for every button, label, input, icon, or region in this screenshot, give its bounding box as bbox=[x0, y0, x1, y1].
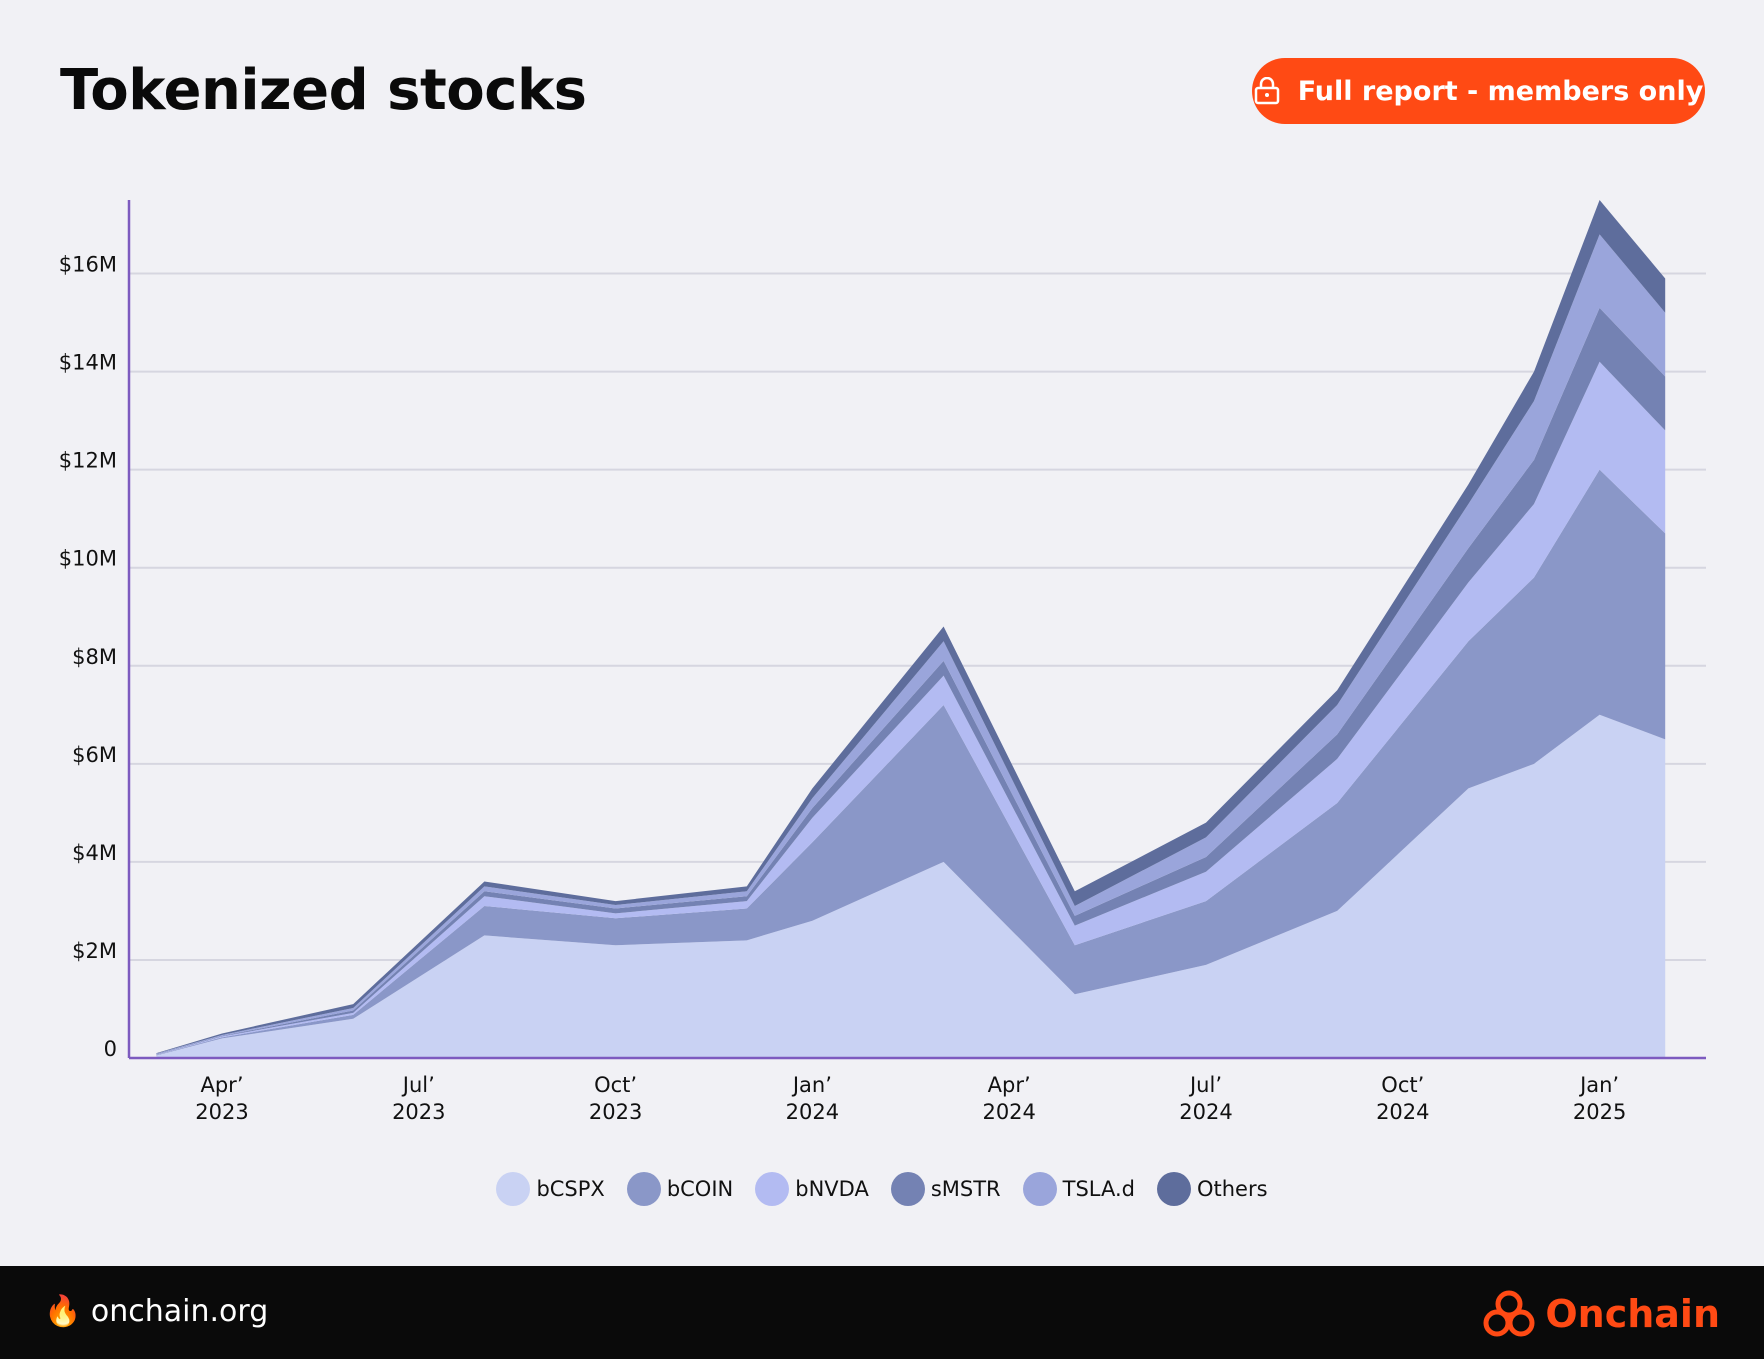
footer: 🔥 onchain.org Onchain bbox=[0, 1266, 1764, 1359]
area bbox=[156, 714, 1666, 1058]
x-tick-label: Oct’ 2023 bbox=[588, 1073, 643, 1124]
legend-item: TSLA.d bbox=[1022, 1172, 1135, 1206]
legend: bCSPX bCOIN bNVDA sMSTR TSLA.d Others bbox=[0, 1172, 1764, 1206]
legend-swatch bbox=[890, 1172, 925, 1206]
members-button[interactable]: Full report - members only bbox=[1252, 58, 1705, 124]
button-text: Full report - members only bbox=[1297, 75, 1704, 107]
legend-label: Others bbox=[1196, 1177, 1268, 1201]
legend-item: bCOIN bbox=[626, 1172, 734, 1206]
y-tick-label: $6M bbox=[72, 743, 117, 767]
brand: Onchain bbox=[1481, 1288, 1720, 1340]
y-tick-label: $12M bbox=[59, 449, 117, 473]
legend-swatch bbox=[496, 1172, 531, 1206]
chart: 0 $2M $4M $6M $8M $10M $12M $14M $16M bbox=[59, 200, 1706, 1061]
x-tick-label: Apr’ 2023 bbox=[195, 1073, 249, 1124]
x-tick-label: Apr’ 2024 bbox=[982, 1073, 1036, 1124]
x-tick-label: Oct’ 2024 bbox=[1376, 1073, 1430, 1124]
legend-swatch bbox=[626, 1172, 661, 1206]
y-tick-label: $2M bbox=[72, 939, 117, 963]
legend-item: bNVDA bbox=[755, 1172, 869, 1206]
y-tick-label: 0 bbox=[104, 1037, 117, 1061]
area bbox=[156, 469, 1666, 1056]
y-tick-label: $8M bbox=[72, 645, 117, 669]
legend-item: bCSPX bbox=[496, 1172, 605, 1206]
legend-swatch bbox=[1022, 1172, 1057, 1206]
y-tick-label: $10M bbox=[59, 547, 117, 571]
legend-label: TSLA.d bbox=[1062, 1177, 1135, 1201]
legend-swatch bbox=[1156, 1172, 1191, 1206]
lock-icon bbox=[1254, 77, 1279, 105]
fire-icon: 🔥 bbox=[44, 1294, 82, 1329]
x-tick-label: Jan’ 2025 bbox=[1572, 1073, 1627, 1124]
brand-text: Onchain bbox=[1545, 1292, 1720, 1336]
brand-logo bbox=[1483, 1290, 1535, 1337]
legend-label: bCOIN bbox=[666, 1177, 734, 1201]
y-tick-label: $14M bbox=[59, 351, 117, 375]
legend-label: bNVDA bbox=[795, 1177, 869, 1201]
legend-item: Others bbox=[1156, 1172, 1268, 1206]
legend-label: sMSTR bbox=[930, 1177, 1001, 1201]
y-tick-label: $16M bbox=[59, 253, 117, 277]
chart-title: Tokenized stocks bbox=[60, 58, 587, 123]
legend-item: sMSTR bbox=[890, 1172, 1001, 1206]
y-tick-label: $4M bbox=[72, 841, 117, 865]
x-tick-label: Jul’ 2023 bbox=[392, 1073, 446, 1124]
legend-label: bCSPX bbox=[536, 1177, 605, 1201]
site-text: onchain.org bbox=[90, 1294, 269, 1329]
x-tick-label: Jul’ 2024 bbox=[1179, 1073, 1233, 1124]
footer-site: 🔥 onchain.org bbox=[44, 1294, 268, 1329]
x-tick-label: Jan’ 2024 bbox=[785, 1073, 840, 1124]
legend-swatch bbox=[755, 1172, 790, 1206]
